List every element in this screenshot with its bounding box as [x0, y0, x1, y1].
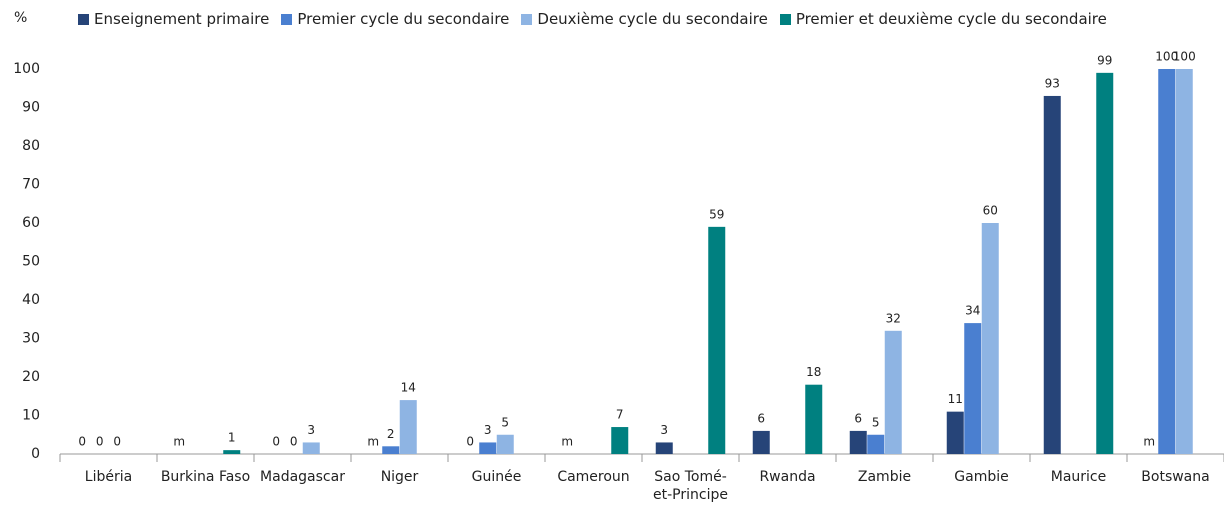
data-label: 100 [1155, 50, 1178, 64]
x-tick-label: Rwanda [759, 469, 816, 485]
x-tick-label: Botswana [1141, 469, 1210, 485]
data-label: 1 [228, 431, 236, 445]
legend-label: Premier cycle du secondaire [297, 10, 510, 28]
y-axis-label: % [14, 10, 28, 26]
legend-label: Premier et deuxième cycle du secondaire [795, 10, 1107, 28]
bar [964, 323, 982, 454]
data-label: 7 [616, 408, 624, 422]
x-tick-label: Cameroun [557, 469, 630, 485]
bar [399, 400, 417, 454]
x-tick-label: Burkina Faso [160, 469, 251, 485]
bar [1175, 69, 1193, 454]
x-tick-label: Libéria [84, 469, 133, 485]
bar [1158, 69, 1176, 454]
x-tick-label: Sao Tomé-et-Principe [653, 469, 728, 503]
bar [805, 384, 823, 454]
data-label: m [561, 435, 573, 449]
data-label: 3 [307, 423, 315, 437]
data-label: m [1143, 435, 1155, 449]
data-label: 18 [806, 365, 821, 379]
bar [849, 430, 867, 454]
bar [1043, 95, 1061, 454]
data-label: 93 [1045, 76, 1060, 90]
y-tick-label: 10 [22, 408, 40, 424]
data-label: 0 [290, 435, 298, 449]
bar [752, 430, 770, 454]
y-tick-label: 90 [22, 100, 40, 116]
y-tick-label: 40 [22, 292, 40, 308]
bar [382, 446, 400, 454]
bar [655, 442, 673, 454]
x-tick-label: Guinée [471, 469, 522, 485]
bar [302, 442, 320, 454]
legend-item: Premier et deuxième cycle du secondaire [779, 10, 1107, 28]
data-label: 5 [501, 415, 509, 429]
legend-swatch [521, 13, 533, 25]
bar [884, 330, 902, 454]
data-label: 6 [757, 411, 765, 425]
legend: Enseignement primaire Premier cycle du se… [78, 10, 1107, 28]
bar [479, 442, 497, 454]
data-label: 0 [466, 435, 474, 449]
data-label: 5 [872, 415, 880, 429]
y-tick-label: 50 [22, 254, 40, 270]
data-label: 100 [1173, 50, 1196, 64]
bar [1096, 72, 1114, 454]
y-tick-label: 100 [13, 61, 40, 77]
data-label: 3 [484, 423, 492, 437]
x-tick-label: Zambie [857, 469, 912, 485]
data-label: 6 [854, 411, 862, 425]
data-label: 34 [965, 304, 980, 318]
legend-item: Enseignement primaire [78, 10, 269, 28]
legend-item: Deuxième cycle du secondaire [521, 10, 768, 28]
data-label: m [173, 435, 185, 449]
data-label: m [367, 435, 379, 449]
y-tick-label: 0 [31, 446, 40, 462]
data-label: 2 [387, 427, 395, 441]
x-tick-label: Madagascar [260, 469, 345, 485]
legend-swatch [78, 13, 89, 25]
data-label: 11 [948, 392, 963, 406]
legend-label: Enseignement primaire [94, 10, 270, 28]
data-label: 99 [1097, 53, 1112, 67]
x-tick-label: Gambie [954, 469, 1009, 485]
data-label: 3 [660, 423, 668, 437]
data-label: 0 [272, 435, 280, 449]
y-tick-label: 20 [22, 369, 40, 385]
bar [981, 223, 999, 454]
data-label: 0 [113, 435, 121, 449]
y-tick-label: 80 [22, 138, 40, 154]
legend-item: Premier cycle du secondaire [281, 10, 509, 28]
legend-label: Deuxième cycle du secondaire [537, 10, 768, 28]
bar [611, 427, 629, 454]
x-tick-label: Maurice [1050, 469, 1107, 485]
data-label: 32 [886, 311, 901, 325]
bar [867, 434, 885, 454]
bar [946, 411, 964, 454]
y-tick-label: 70 [22, 177, 40, 193]
legend-swatch [281, 13, 293, 25]
data-label: 0 [96, 435, 104, 449]
bar [708, 226, 726, 454]
y-tick-label: 60 [22, 215, 40, 231]
x-tick-label: Niger [380, 469, 419, 485]
data-label: 0 [78, 435, 86, 449]
bar [496, 434, 514, 454]
data-label: 59 [709, 207, 724, 221]
y-tick-label: 30 [22, 331, 40, 347]
legend-swatch [779, 13, 791, 25]
bar [223, 450, 241, 454]
data-label: 14 [401, 381, 416, 395]
data-label: 60 [983, 204, 998, 218]
